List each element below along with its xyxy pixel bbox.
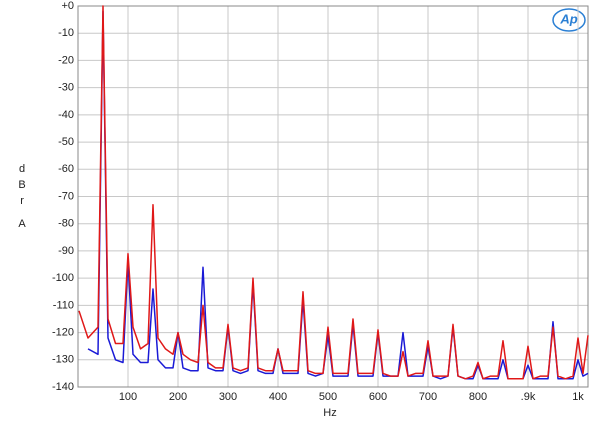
y-tick-label: -20 bbox=[58, 54, 74, 66]
y-tick-label: -100 bbox=[52, 272, 74, 284]
y-tick-label: -60 bbox=[58, 163, 74, 175]
y-tick-label: -10 bbox=[58, 27, 74, 39]
y-axis-label: dBr bbox=[16, 163, 28, 211]
x-tick-label: 300 bbox=[219, 391, 237, 403]
x-tick-label: 500 bbox=[319, 391, 337, 403]
x-tick-label: 200 bbox=[169, 391, 187, 403]
x-tick-label: .9k bbox=[521, 391, 536, 403]
plot-frame bbox=[77, 5, 589, 388]
series-line bbox=[87, 10, 589, 380]
y-tick-label: +0 bbox=[61, 0, 74, 12]
x-tick-label: 600 bbox=[369, 391, 387, 403]
x-tick-label: 1k bbox=[572, 391, 584, 403]
y-tick-label: -130 bbox=[52, 354, 74, 366]
y-tick-label: -90 bbox=[58, 245, 74, 257]
y-tick-label: -120 bbox=[52, 326, 74, 338]
y-tick-label: -140 bbox=[52, 381, 74, 393]
y-tick-label: -40 bbox=[58, 109, 74, 121]
x-tick-label: 700 bbox=[419, 391, 437, 403]
y-tick-label: -70 bbox=[58, 190, 74, 202]
y-tick-label: -80 bbox=[58, 218, 74, 230]
series-line bbox=[78, 5, 589, 380]
y-tick-label: -50 bbox=[58, 136, 74, 148]
x-tick-label: 400 bbox=[269, 391, 287, 403]
y-axis-label: A bbox=[16, 218, 28, 234]
x-tick-label: 800 bbox=[469, 391, 487, 403]
y-tick-label: -30 bbox=[58, 82, 74, 94]
logo-badge bbox=[552, 8, 586, 32]
logo: Ap bbox=[559, 11, 577, 26]
x-axis-label: Hz bbox=[323, 407, 336, 419]
y-tick-label: -110 bbox=[53, 299, 74, 311]
x-tick-label: 100 bbox=[119, 391, 137, 403]
